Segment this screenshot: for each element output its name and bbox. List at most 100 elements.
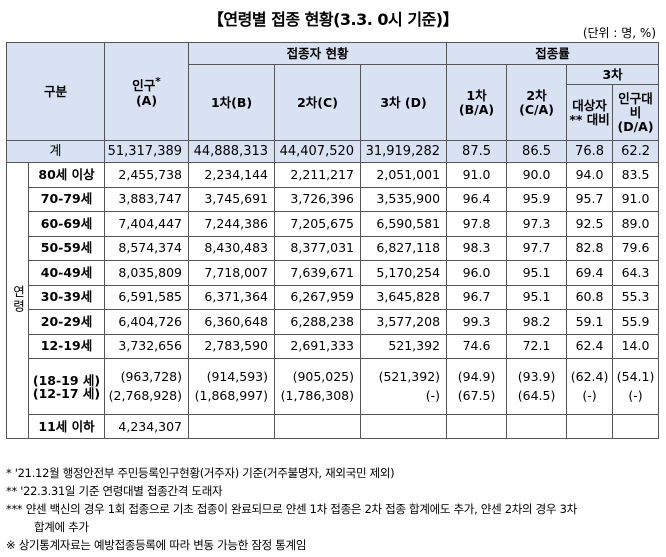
- header-dose1: 1차(B): [188, 64, 276, 141]
- table-row: 40-49세 8,035,809 7,718,007 7,639,671 5,170,2…: [7, 260, 660, 286]
- sub-value: (93.9): [517, 369, 556, 384]
- table-row: 연령 80세 이상 2,455,738 2,234,144 2,211,217 2,051…: [6, 162, 660, 439]
- total-population: 51,317,389: [104, 140, 190, 163]
- side-label: 연령: [6, 162, 29, 439]
- empty-cell: [188, 414, 276, 439]
- empty-cell: [446, 414, 508, 439]
- header-population: 인구* (A): [104, 42, 190, 141]
- cell-rate3-target: 60.8: [566, 284, 614, 310]
- cell-population: 8,035,809: [104, 260, 190, 286]
- cell-dose2: 7,205,675: [274, 211, 362, 237]
- total-rate1: 87.5: [446, 140, 508, 163]
- header-rate2: 2차 (C/A): [506, 64, 568, 141]
- empty-cell: [612, 414, 660, 439]
- empty-cell: [566, 414, 614, 439]
- header-vaccinated: 접종자 현황: [188, 42, 448, 65]
- cell-rate3-pop: (54.1) (-): [612, 358, 660, 415]
- table-row: 70-79세 3,883,747 3,745,691 3,726,396 3,535,9…: [7, 186, 660, 212]
- sub-value: (-): [425, 388, 441, 403]
- cell-rate1: 99.3: [446, 309, 508, 335]
- total-row: 계 51,317,389 44,888,313 44,407,520 31,91…: [5, 140, 660, 163]
- sub-value: (64.5): [517, 388, 556, 403]
- footnotes: * '21.12월 행정안전부 주민등록인구현황(거주자) 기준(거주불명자, …: [6, 464, 662, 554]
- header-rate3-target: 대상자 ** 대비: [566, 84, 614, 141]
- sub-value: (521,392): [378, 369, 441, 384]
- unit-label: (단위 : 명, %): [582, 26, 656, 40]
- age-label: 30-39세: [27, 284, 106, 310]
- cell-dose1: (914,593) (1,868,997): [188, 358, 276, 415]
- footnote: ** '22.3.31일 기준 연령대별 접종간격 도래자: [6, 484, 223, 498]
- sub-value: (-): [628, 388, 643, 403]
- table-row: 12-19세 3,732,656 2,783,590 2,691,333 521,392…: [7, 333, 660, 359]
- cell-rate3-pop: 55.9: [612, 309, 660, 335]
- cell-dose2: (905,025) (1,786,308): [274, 358, 362, 415]
- cell-dose2: 3,726,396: [274, 186, 362, 212]
- table-row: 30-39세 6,591,585 6,371,364 6,267,959 3,645,8…: [7, 284, 660, 310]
- cell-rate3-target: 69.4: [566, 260, 614, 286]
- cell-population: 2,455,738: [104, 162, 190, 188]
- cell-rate3-pop: 64.3: [612, 260, 660, 286]
- sub-value: (-): [582, 388, 597, 403]
- footnote: ※ 상기통계자료는 예방접종등록에 따라 변동 가능한 잠정 통계임: [6, 538, 307, 552]
- footnote: 합계에 추가: [34, 520, 89, 534]
- cell-population: 4,234,307: [104, 414, 190, 439]
- cell-dose3: 6,827,118: [360, 235, 448, 261]
- total-rate3-pop: 62.2: [612, 140, 660, 163]
- cell-dose3: 521,392: [360, 333, 448, 359]
- table-row: (18-19 세) (12-17 세) (963,728) (2,768,928) (9…: [7, 358, 660, 415]
- cell-dose2: 8,377,031: [274, 235, 362, 261]
- cell-rate2: 90.0: [506, 162, 568, 188]
- cell-rate3-target: 82.8: [566, 235, 614, 261]
- total-dose3: 31,919,282: [360, 140, 448, 163]
- cell-dose2: 6,267,959: [274, 284, 362, 310]
- cell-rate3-target: 95.7: [566, 186, 614, 212]
- cell-dose3: 3,577,208: [360, 309, 448, 335]
- cell-rate1: 96.7: [446, 284, 508, 310]
- cell-rate2: 98.2: [506, 309, 568, 335]
- cell-rate3-pop: 55.3: [612, 284, 660, 310]
- age-label: 70-79세: [27, 186, 106, 212]
- cell-rate3-pop: 89.0: [612, 211, 660, 237]
- age-label: 40-49세: [27, 260, 106, 286]
- cell-dose2: 7,639,671: [274, 260, 362, 286]
- table-row: 11세 이하 4,234,307: [7, 414, 660, 439]
- cell-population: 6,591,585: [104, 284, 190, 310]
- header-rate3-pop: 인구대비 (D/A): [612, 84, 660, 141]
- cell-rate2: 72.1: [506, 333, 568, 359]
- vaccination-table: 구분 인구* (A) 접종자 현황 접종률 1차(B) 2차(C) 3차 (D) …: [5, 42, 660, 439]
- cell-rate1: (94.9) (67.5): [446, 358, 508, 415]
- cell-dose1: 6,360,648: [188, 309, 276, 335]
- cell-dose3: (521,392) (-): [360, 358, 448, 415]
- cell-population: 8,574,374: [104, 235, 190, 261]
- sub-age-label: (12-17 세): [32, 385, 101, 401]
- cell-rate2: 97.7: [506, 235, 568, 261]
- table-row: 60-69세 7,404,447 7,244,386 7,205,675 6,590,5…: [7, 211, 660, 237]
- sub-value: (1,868,997): [194, 388, 269, 403]
- cell-rate3-target: (62.4) (-): [566, 358, 614, 415]
- age-label: (18-19 세) (12-17 세): [27, 358, 106, 415]
- cell-rate2: 97.3: [506, 211, 568, 237]
- cell-dose3: 3,535,900: [360, 186, 448, 212]
- sub-value: (54.1): [616, 369, 655, 384]
- cell-rate3-pop: 91.0: [612, 186, 660, 212]
- cell-rate1: 98.3: [446, 235, 508, 261]
- sub-value: (1,786,308): [280, 388, 355, 403]
- cell-population: 7,404,447: [104, 211, 190, 237]
- cell-rate1: 96.4: [446, 186, 508, 212]
- cell-population: 6,404,726: [104, 309, 190, 335]
- sub-value: (67.5): [457, 388, 496, 403]
- total-label: 계: [5, 140, 106, 163]
- age-label: 11세 이하: [27, 414, 106, 439]
- age-label: 60-69세: [27, 211, 106, 237]
- cell-dose1: 8,430,483: [188, 235, 276, 261]
- header-rate1: 1차 (B/A): [446, 64, 508, 141]
- header-dose2: 2차(C): [274, 64, 362, 141]
- total-rate3-target: 76.8: [566, 140, 614, 163]
- empty-cell: [506, 414, 568, 439]
- age-label: 12-19세: [27, 333, 106, 359]
- header-rate: 접종률: [446, 42, 660, 65]
- cell-dose2: 6,288,238: [274, 309, 362, 335]
- cell-population: 3,883,747: [104, 186, 190, 212]
- cell-rate1: 97.8: [446, 211, 508, 237]
- cell-rate3-target: 92.5: [566, 211, 614, 237]
